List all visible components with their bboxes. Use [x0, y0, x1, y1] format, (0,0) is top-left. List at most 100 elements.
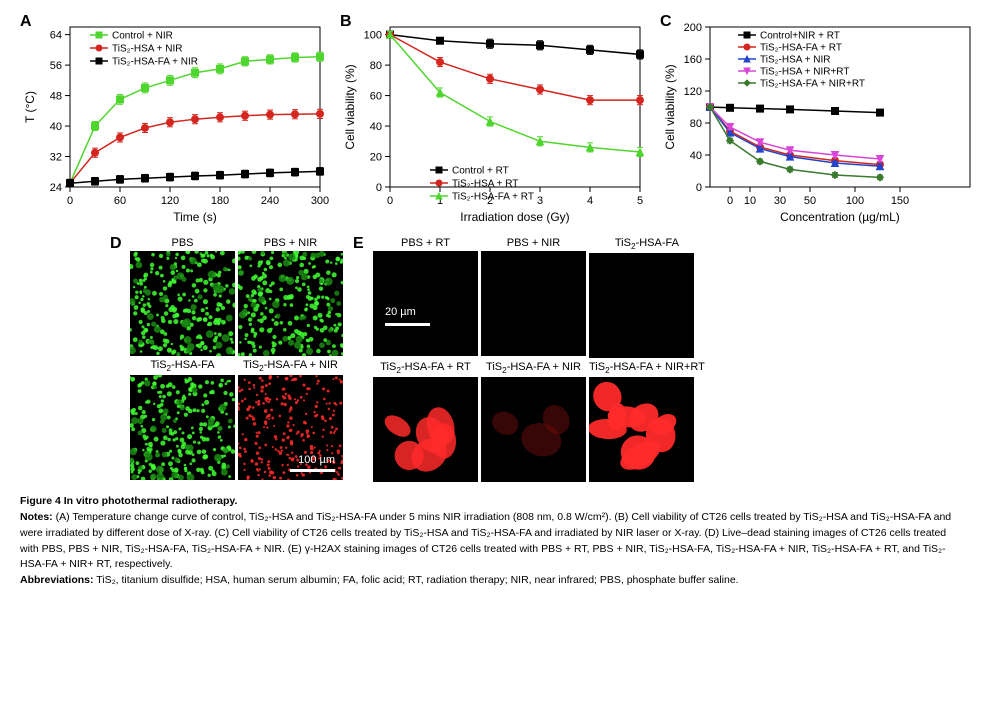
svg-text:100: 100 [364, 30, 382, 42]
svg-text:0: 0 [696, 182, 702, 194]
svg-text:160: 160 [684, 54, 702, 66]
panel-b: B 012345020406080100Irradiation dose (Gy… [340, 15, 650, 225]
svg-text:40: 40 [690, 150, 702, 162]
svg-text:0: 0 [67, 195, 73, 207]
svg-text:10: 10 [744, 195, 756, 207]
svg-text:180: 180 [211, 195, 229, 207]
panel-c: C 010305010015004080120160200Concentrati… [660, 15, 980, 225]
svg-text:100: 100 [846, 195, 864, 207]
svg-text:Irradiation dose (Gy): Irradiation dose (Gy) [460, 210, 569, 224]
svg-text:60: 60 [114, 195, 126, 207]
image-cell-label: TiS2-HSA-FA + NIR [481, 361, 586, 375]
svg-text:0: 0 [376, 182, 382, 194]
microscopy-image [589, 253, 694, 358]
scale-bar [385, 323, 430, 326]
scale-bar-text: 100 µm [298, 454, 335, 466]
svg-text:TiS₂-HSA-FA + NIR: TiS₂-HSA-FA + NIR [112, 57, 198, 68]
svg-text:20: 20 [370, 152, 382, 164]
image-cell-label: TiS2-HSA-FA + RT [373, 361, 478, 375]
microscopy-image [481, 251, 586, 356]
svg-text:Control + NIR: Control + NIR [112, 31, 173, 42]
image-cell-label: PBS + RT [373, 237, 478, 249]
svg-text:T (°C): T (°C) [23, 91, 37, 123]
svg-text:TiS₂-HSA + NIR: TiS₂-HSA + NIR [112, 44, 182, 55]
image-cell: TiS2-HSA-FA [589, 237, 705, 358]
panel-b-label: B [340, 13, 352, 31]
svg-text:Control + RT: Control + RT [452, 166, 509, 177]
microscopy-image: 100 µm [238, 375, 343, 480]
svg-text:Control+NIR + RT: Control+NIR + RT [760, 31, 840, 42]
caption-abbrev-body: TiS₂, titanium disulfide; HSA, human ser… [94, 574, 739, 586]
svg-text:300: 300 [311, 195, 329, 207]
svg-text:4: 4 [587, 195, 593, 207]
microscopy-image [481, 377, 586, 482]
image-cell: PBS [130, 237, 235, 356]
svg-text:150: 150 [891, 195, 909, 207]
svg-text:48: 48 [50, 91, 62, 103]
svg-text:Time (s): Time (s) [173, 210, 217, 224]
svg-text:TiS₂-HSA + NIR: TiS₂-HSA + NIR [760, 55, 830, 66]
panel-d: D PBSPBS + NIRTiS2-HSA-FATiS2-HSA-FA + N… [130, 237, 343, 482]
image-cell: TiS2-HSA-FA + NIR [481, 361, 586, 482]
image-cell: PBS + NIR [481, 237, 586, 358]
image-cell: TiS2-HSA-FA + NIR+RT [589, 361, 705, 482]
image-cell-label: PBS + NIR [238, 237, 343, 249]
svg-text:240: 240 [261, 195, 279, 207]
panel-a: A 0 60 120 180 240 300 24 32 40 48 56 64 Time (s) T (… [20, 15, 330, 225]
svg-text:60: 60 [370, 91, 382, 103]
svg-text:30: 30 [774, 195, 786, 207]
image-cell-label: TiS2-HSA-FA + NIR+RT [589, 361, 705, 375]
image-cell-label: TiS2-HSA-FA [130, 359, 235, 373]
microscopy-image [130, 375, 235, 480]
image-cell-label: PBS [130, 237, 235, 249]
svg-text:40: 40 [370, 121, 382, 133]
scale-bar [290, 469, 335, 472]
svg-text:200: 200 [684, 22, 702, 34]
svg-text:40: 40 [50, 121, 62, 133]
svg-text:120: 120 [684, 86, 702, 98]
figure-4: A 060120180240300243240485664Time (s)T (… [0, 0, 987, 604]
microscopy-image [589, 377, 694, 482]
image-cell: PBS + NIR [238, 237, 343, 356]
chart-a-svg: 0 60 120 180 240 300 24 32 40 48 56 64 Time (s) T (°C… [20, 15, 330, 225]
svg-text:32: 32 [50, 152, 62, 164]
svg-text:50: 50 [804, 195, 816, 207]
scale-bar-text: 20 µm [385, 306, 416, 318]
svg-text:TiS₂-HSA-FA + NIR+RT: TiS₂-HSA-FA + NIR+RT [760, 79, 865, 90]
panel-c-label: C [660, 13, 672, 31]
svg-text:56: 56 [50, 60, 62, 72]
svg-text:5: 5 [637, 195, 643, 207]
image-cell-label: PBS + NIR [481, 237, 586, 249]
panel-e: E PBS + RT20 µmPBS + NIRTiS2-HSA-FATiS2-… [373, 237, 705, 482]
panel-d-grid: PBSPBS + NIR TiS2-HSA-FATiS2-HSA-FA + NIR… [130, 237, 343, 480]
svg-text:3: 3 [537, 195, 543, 207]
svg-text:64: 64 [50, 30, 62, 42]
microscopy-image [130, 251, 235, 356]
chart-c-svg: 010305010015004080120160200Concentration… [660, 15, 980, 225]
figure-caption: Figure 4 In vitro photothermal radiother… [20, 494, 967, 589]
svg-text:80: 80 [690, 118, 702, 130]
svg-text:TiS₂-HSA-FA + RT: TiS₂-HSA-FA + RT [452, 192, 534, 203]
svg-text:24: 24 [50, 182, 62, 194]
caption-abbrev-label: Abbreviations: [20, 574, 94, 586]
panel-e-grid: PBS + RT 20 µm PBS + NIRTiS2-HSA-FA TiS2-HS… [373, 237, 705, 482]
image-cell: TiS2-HSA-FA + NIR 100 µm [238, 359, 343, 480]
panel-d-label: D [110, 235, 122, 253]
svg-text:TiS₂-HSA + RT: TiS₂-HSA + RT [452, 179, 518, 190]
svg-text:0: 0 [387, 195, 393, 207]
svg-text:Cell viability (%): Cell viability (%) [663, 64, 677, 149]
caption-notes-label: Notes: [20, 511, 53, 523]
image-cell-label: TiS2-HSA-FA [589, 237, 705, 251]
panel-a-label: A [20, 13, 32, 31]
image-cell-label: TiS2-HSA-FA + NIR [238, 359, 343, 373]
chart-b-svg: 012345020406080100Irradiation dose (Gy)C… [340, 15, 650, 225]
svg-text:TiS₂-HSA + NIR+RT: TiS₂-HSA + NIR+RT [760, 67, 849, 78]
caption-title: Figure 4 In vitro photothermal radiother… [20, 495, 237, 507]
image-panels-row: D PBSPBS + NIRTiS2-HSA-FATiS2-HSA-FA + N… [20, 237, 967, 482]
svg-text:Concentration (µg/mL): Concentration (µg/mL) [780, 210, 900, 224]
microscopy-image [373, 377, 478, 482]
svg-text:Cell viability (%): Cell viability (%) [343, 64, 357, 149]
svg-text:120: 120 [161, 195, 179, 207]
charts-row: A 060120180240300243240485664Time (s)T (… [20, 15, 967, 225]
microscopy-image [238, 251, 343, 356]
